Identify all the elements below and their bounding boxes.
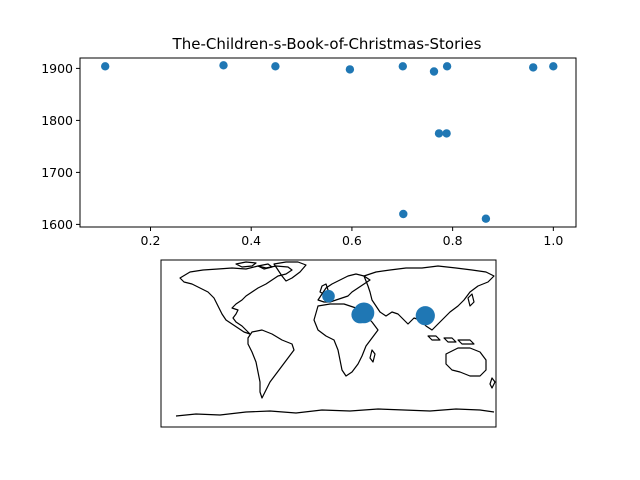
map-axes-frame: [160, 259, 497, 428]
scatter-point-6: [429, 67, 439, 76]
scatter-point-0: [101, 62, 110, 71]
scatter-axes-frame: [79, 57, 577, 228]
scatter-point-3: [345, 65, 355, 74]
x-tick-label: 0.6: [342, 233, 362, 248]
x-tick-label: 0.2: [141, 233, 161, 248]
japan-coastline: [467, 293, 475, 307]
scatter-point-4: [398, 62, 407, 71]
north-america-coastline: [179, 265, 293, 335]
arctic-islands-coastline: [235, 261, 273, 270]
map-point-3: [415, 306, 435, 326]
map-axes: [160, 259, 497, 428]
y-tick-label: 1700: [41, 165, 73, 180]
madagascar-coastline: [369, 349, 376, 363]
scatter-point-11: [529, 63, 538, 72]
x-tick-label: 0.8: [443, 233, 463, 248]
scatter-point-8: [442, 129, 451, 138]
scatter-point-10: [481, 214, 491, 223]
map-point-0: [322, 289, 335, 303]
asia-coastline: [363, 265, 495, 331]
scatter-axes: The-Children-s-Book-of-Christmas-Stories…: [41, 35, 577, 248]
scatter-point-9: [442, 62, 452, 71]
y-tick-label: 1900: [41, 61, 73, 76]
chart-title: The-Children-s-Book-of-Christmas-Stories: [172, 35, 482, 53]
scatter-point-1: [219, 61, 228, 70]
australia-coastline: [445, 347, 487, 377]
x-tick-label: 0.4: [241, 233, 261, 248]
scatter-point-2: [271, 62, 280, 71]
scatter-points: [101, 61, 558, 223]
world-coastlines: [175, 261, 496, 417]
x-tick-label: 1.0: [543, 233, 563, 248]
x-axis-ticks: 0.2 0.4 0.6 0.8 1.0: [141, 227, 563, 248]
greenland-coastline: [273, 261, 307, 282]
map-points: [322, 289, 435, 326]
scatter-point-5: [399, 209, 408, 219]
new-zealand-coastline: [489, 377, 496, 389]
y-tick-label: 1600: [41, 217, 73, 232]
southeast-asia-islands-coastline: [427, 335, 475, 345]
south-america-coastline: [247, 329, 295, 399]
antarctica-coastline: [175, 408, 495, 417]
scatter-point-12: [549, 62, 558, 71]
map-point-2: [353, 302, 375, 324]
y-tick-label: 1800: [41, 113, 73, 128]
scatter-point-7: [434, 129, 444, 138]
y-axis-ticks: 1600 1700 1800 1900: [41, 61, 80, 232]
